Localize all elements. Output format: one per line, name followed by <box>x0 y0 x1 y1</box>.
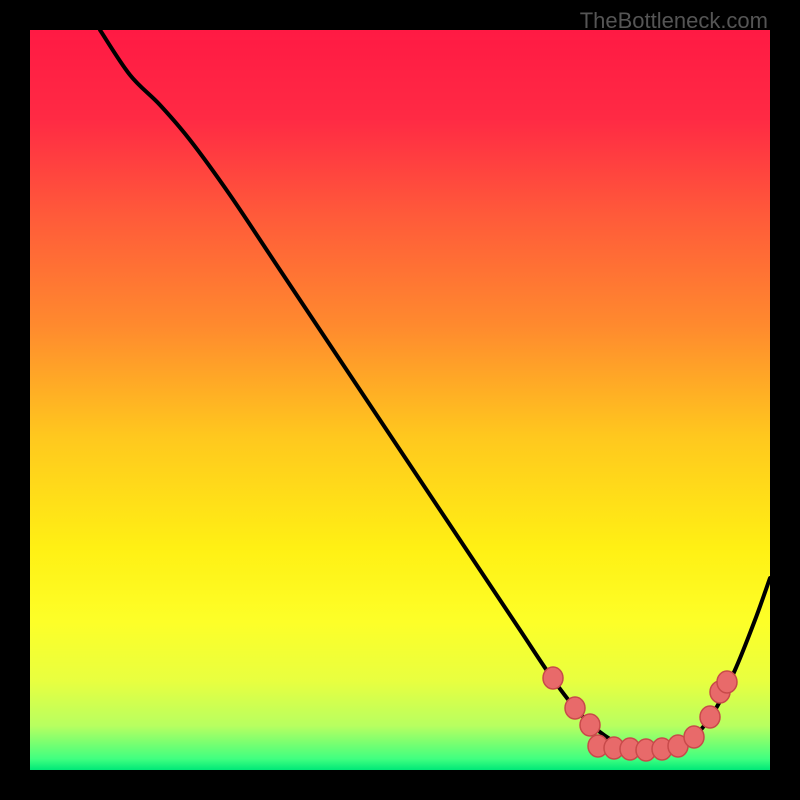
marker-dot <box>565 697 585 719</box>
marker-group <box>543 667 737 761</box>
bottleneck-curve <box>100 30 770 752</box>
marker-dot <box>580 714 600 736</box>
plot-area <box>30 30 770 770</box>
marker-dot <box>700 706 720 728</box>
curve-layer <box>30 30 770 770</box>
marker-dot <box>684 726 704 748</box>
chart-container: TheBottleneck.com <box>0 0 800 800</box>
marker-dot <box>717 671 737 693</box>
marker-dot <box>543 667 563 689</box>
